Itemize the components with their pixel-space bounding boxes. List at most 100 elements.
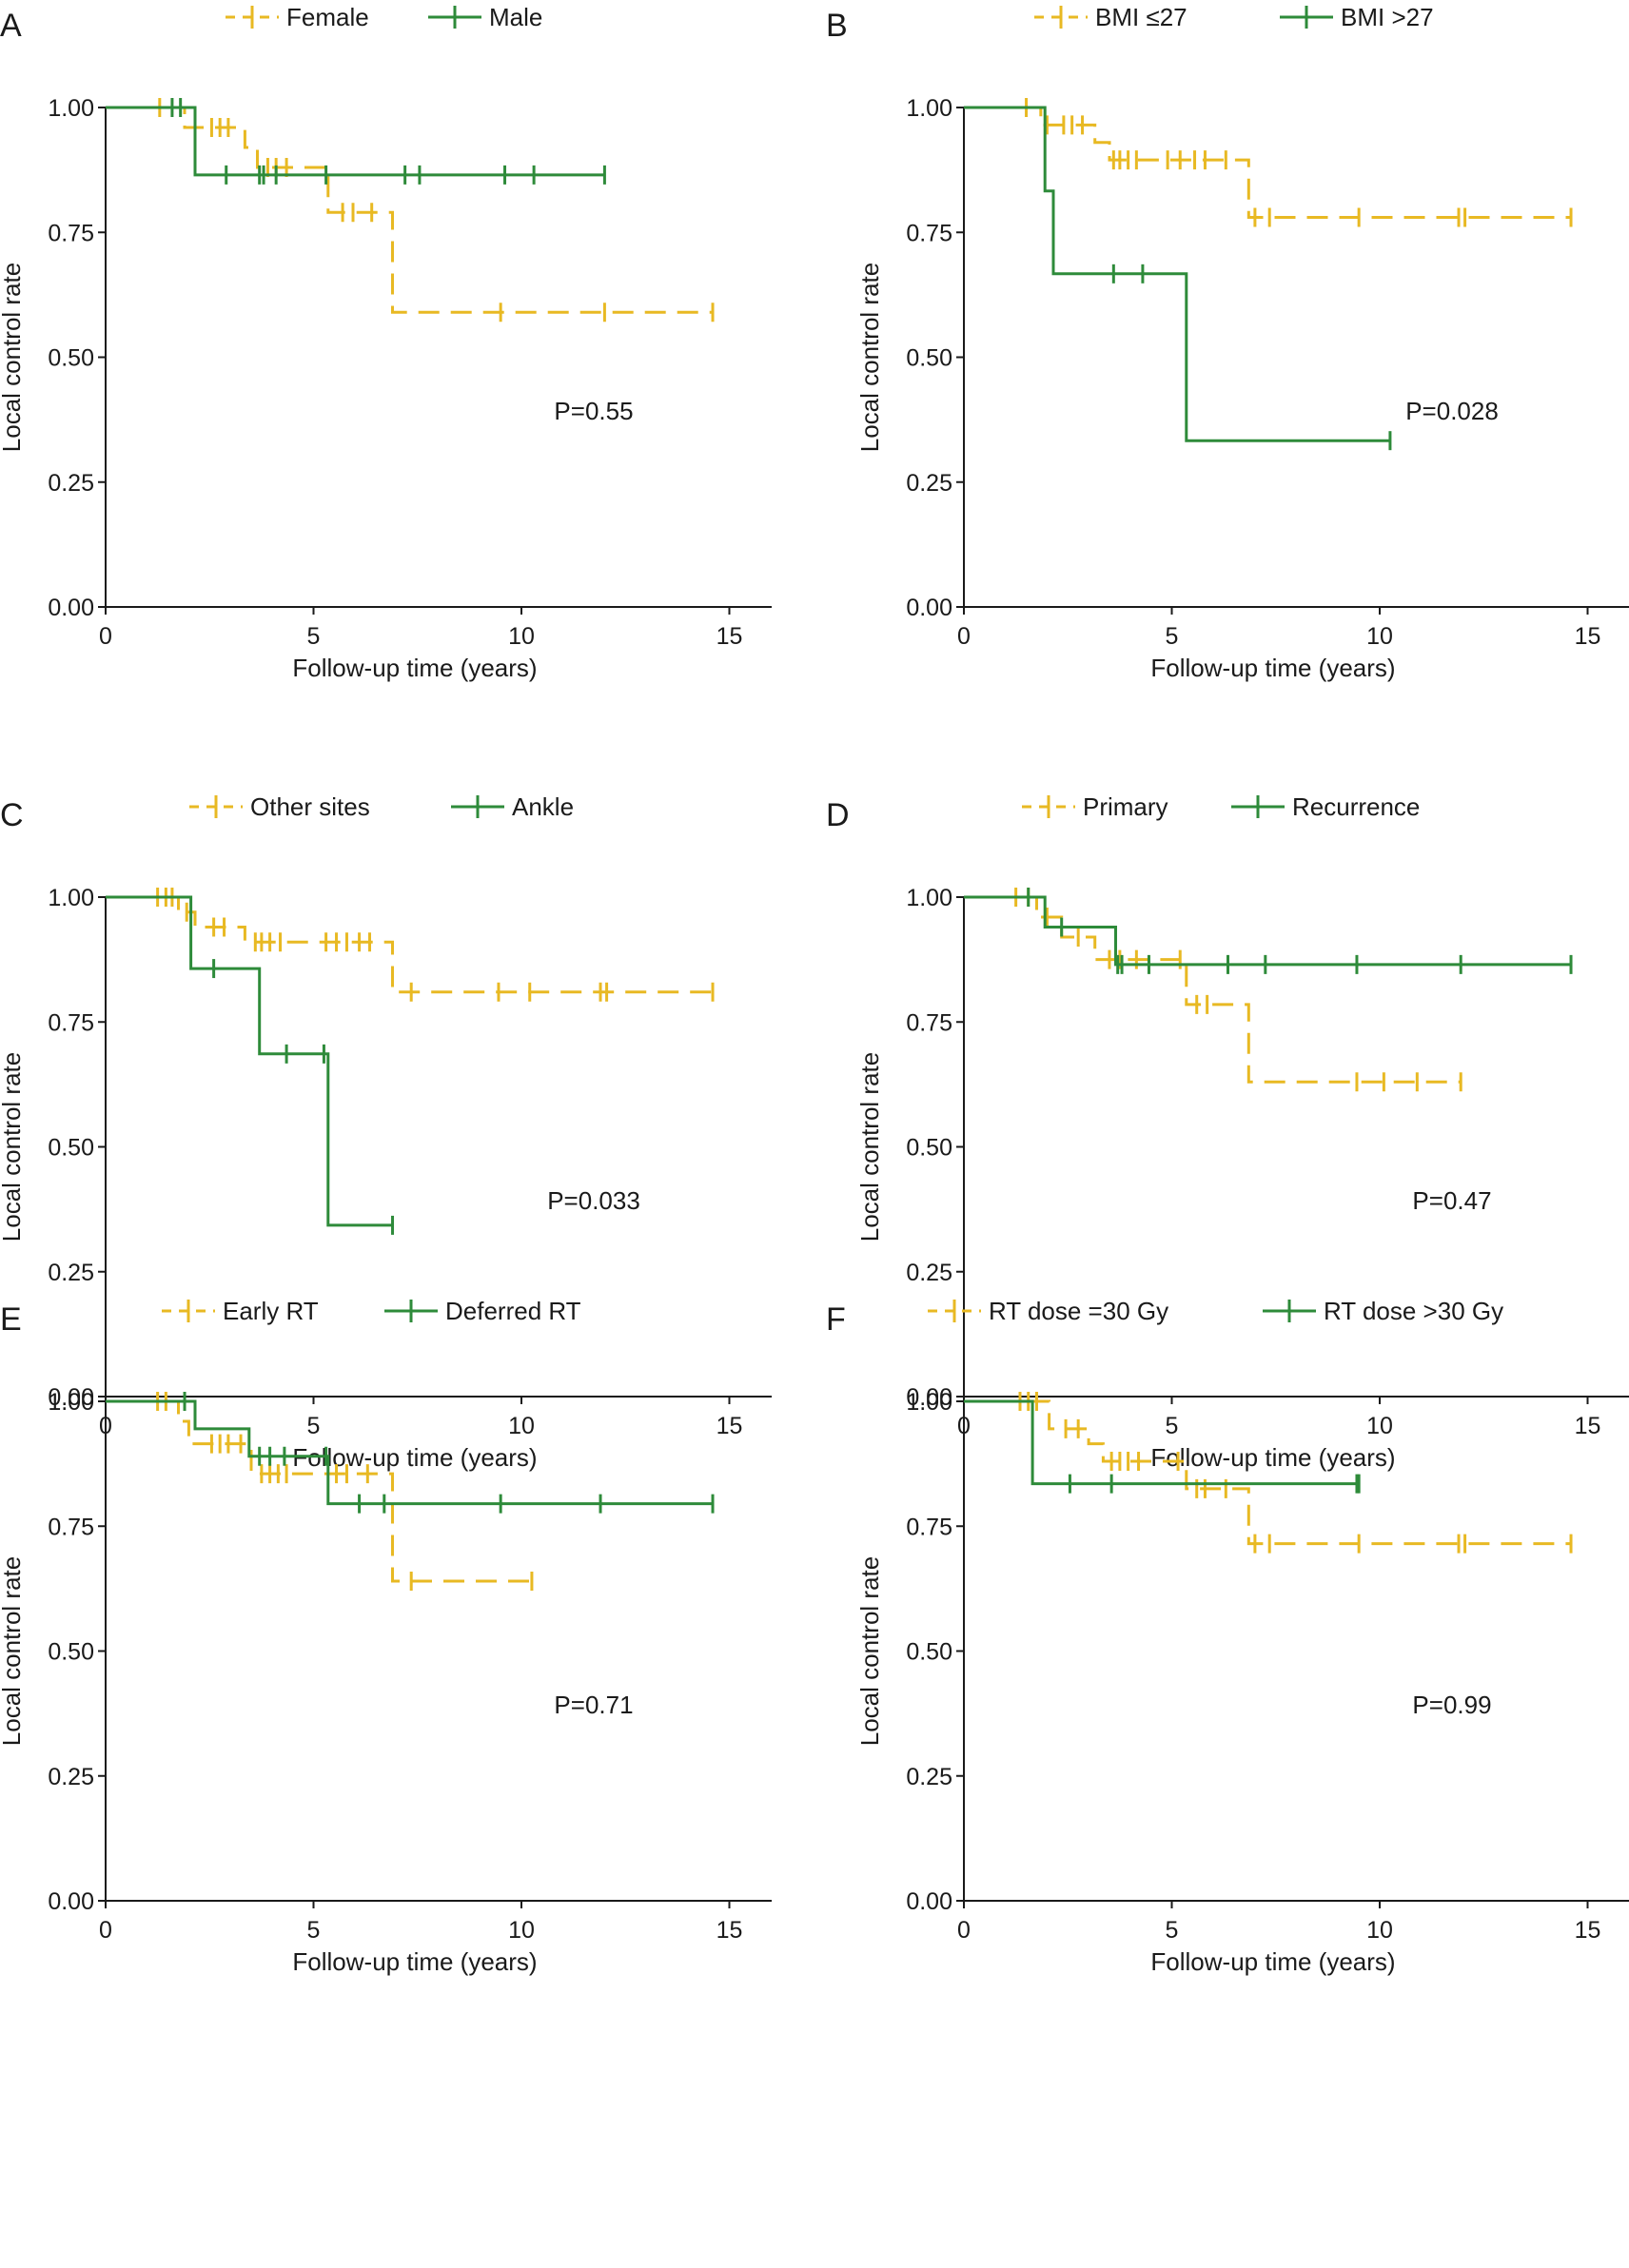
p-value-label: P=0.028 xyxy=(1405,397,1499,425)
y-tick-label: 0.00 xyxy=(48,1888,94,1915)
legend-label: BMI >27 xyxy=(1341,3,1434,31)
x-tick-label: 10 xyxy=(1366,1413,1393,1439)
legend-item-green: Male xyxy=(428,3,542,31)
y-tick-label: 0.25 xyxy=(906,1260,952,1286)
series-line-green xyxy=(964,895,1571,967)
y-tick-label: 0.25 xyxy=(906,470,952,497)
legend-label: RT dose >30 Gy xyxy=(1324,1297,1503,1325)
x-tick-label: 5 xyxy=(307,1413,321,1439)
y-tick-label: 0.25 xyxy=(906,1764,952,1790)
series-line-green xyxy=(106,1399,713,1506)
x-tick-label: 5 xyxy=(307,623,321,650)
legend-label: Male xyxy=(489,3,542,31)
y-tick-label: 0.00 xyxy=(48,1384,94,1411)
y-tick-label: 0.25 xyxy=(48,1260,94,1286)
legend-item-yellow: Other sites xyxy=(189,792,370,821)
y-tick-label: 0.00 xyxy=(906,1384,952,1411)
x-tick-label: 10 xyxy=(1366,623,1393,650)
series-line-green xyxy=(964,1399,1360,1486)
x-tick-label: 0 xyxy=(957,623,971,650)
legend-label: RT dose =30 Gy xyxy=(989,1297,1168,1325)
y-axis-title: Local control rate xyxy=(855,1052,884,1242)
series-line-yellow xyxy=(106,895,713,994)
x-axis-title: Follow-up time (years) xyxy=(292,1443,537,1472)
legend-item-green: Deferred RT xyxy=(384,1297,581,1325)
x-tick-label: 0 xyxy=(99,1917,112,1944)
legend-label: Recurrence xyxy=(1292,792,1420,821)
legend-item-yellow: RT dose =30 Gy xyxy=(928,1297,1168,1325)
series-line-green xyxy=(106,895,393,1227)
legend-item-green: RT dose >30 Gy xyxy=(1263,1297,1503,1325)
km-panel-e: E 0.00 0.25 0.50 0.75 1.00 0 5 10 15 Follow-up tim… xyxy=(0,1297,772,1976)
legend-item-green: Ankle xyxy=(451,792,574,821)
panel-letter: D xyxy=(826,797,850,833)
panel-letter: B xyxy=(826,8,848,44)
x-tick-label: 10 xyxy=(508,1413,535,1439)
y-tick-label: 0.50 xyxy=(906,345,952,372)
x-tick-label: 10 xyxy=(1366,1917,1393,1944)
y-axis-title: Local control rate xyxy=(0,1556,26,1746)
km-panel-a: A 0.00 0.25 0.50 0.75 1.00 0 5 10 15 Follow-up tim… xyxy=(0,3,772,682)
p-value-label: P=0.033 xyxy=(547,1186,640,1215)
y-tick-label: 0.50 xyxy=(906,1639,952,1666)
x-tick-label: 5 xyxy=(307,1917,321,1944)
y-tick-label: 0.50 xyxy=(906,1135,952,1162)
x-axis-title: Follow-up time (years) xyxy=(292,1947,537,1976)
panel-letter: E xyxy=(0,1301,22,1338)
series-line-green xyxy=(964,106,1390,442)
y-tick-label: 1.00 xyxy=(48,1389,94,1416)
x-tick-label: 10 xyxy=(508,623,535,650)
y-tick-label: 0.75 xyxy=(906,1514,952,1540)
series-line-yellow xyxy=(106,1399,532,1583)
x-tick-label: 0 xyxy=(957,1917,971,1944)
legend-item-yellow: Early RT xyxy=(162,1297,319,1325)
legend-item-yellow: Female xyxy=(226,3,369,31)
legend-item-green: BMI >27 xyxy=(1280,3,1434,31)
y-tick-label: 0.50 xyxy=(48,345,94,372)
x-axis-title: Follow-up time (years) xyxy=(1150,1947,1395,1976)
x-axis-title: Follow-up time (years) xyxy=(1150,654,1395,682)
x-tick-label: 5 xyxy=(1166,623,1179,650)
x-tick-label: 15 xyxy=(1575,1917,1601,1944)
y-tick-label: 0.50 xyxy=(48,1639,94,1666)
y-tick-label: 0.25 xyxy=(48,1764,94,1790)
series-line-yellow xyxy=(964,1399,1571,1546)
y-tick-label: 0.00 xyxy=(48,595,94,621)
legend-label: Primary xyxy=(1083,792,1168,821)
x-axis-title: Follow-up time (years) xyxy=(292,654,537,682)
x-tick-label: 0 xyxy=(99,623,112,650)
legend-label: Ankle xyxy=(512,792,574,821)
x-tick-label: 15 xyxy=(716,623,743,650)
series-line-yellow xyxy=(106,106,713,314)
p-value-label: P=0.47 xyxy=(1412,1186,1491,1215)
x-tick-label: 15 xyxy=(1575,1413,1601,1439)
p-value-label: P=0.99 xyxy=(1412,1691,1491,1719)
y-tick-label: 0.75 xyxy=(906,220,952,246)
series-line-yellow xyxy=(964,106,1571,219)
y-tick-label: 0.50 xyxy=(48,1135,94,1162)
y-tick-label: 1.00 xyxy=(906,1389,952,1416)
y-tick-label: 0.75 xyxy=(906,1009,952,1036)
y-axis-title: Local control rate xyxy=(855,1556,884,1746)
legend-item-green: Recurrence xyxy=(1231,792,1420,821)
x-tick-label: 5 xyxy=(1166,1917,1179,1944)
series-line-green xyxy=(106,106,605,177)
legend-label: Female xyxy=(286,3,369,31)
y-axis-title: Local control rate xyxy=(0,263,26,452)
legend-label: BMI ≤27 xyxy=(1095,3,1187,31)
legend-item-yellow: BMI ≤27 xyxy=(1034,3,1187,31)
panel-letter: A xyxy=(0,8,22,44)
y-tick-label: 0.00 xyxy=(906,595,952,621)
legend-label: Other sites xyxy=(250,792,370,821)
x-tick-label: 15 xyxy=(716,1917,743,1944)
legend-label: Deferred RT xyxy=(445,1297,581,1325)
p-value-label: P=0.71 xyxy=(554,1691,633,1719)
y-tick-label: 1.00 xyxy=(48,885,94,911)
x-tick-label: 5 xyxy=(1166,1413,1179,1439)
y-tick-label: 0.75 xyxy=(48,1514,94,1540)
km-panel-b: B 0.00 0.25 0.50 0.75 1.00 0 5 10 15 Follow-up tim… xyxy=(826,3,1629,682)
x-tick-label: 15 xyxy=(716,1413,743,1439)
